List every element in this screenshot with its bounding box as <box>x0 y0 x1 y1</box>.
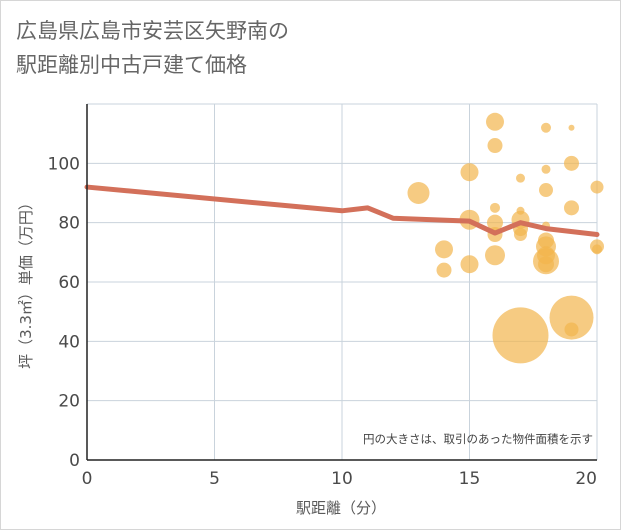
x-tick-label: 0 <box>82 469 93 489</box>
data-bubble <box>568 124 575 131</box>
chart-title-line-2: 駅距離別中古戸建て価格 <box>16 53 247 77</box>
average-price-line <box>84 184 600 238</box>
y-tick-label: 40 <box>58 332 80 352</box>
data-bubble <box>435 240 453 259</box>
chart-title: 広島県広島市安芸区矢野南の 駅距離別中古戸建て価格 <box>16 14 289 82</box>
data-bubble <box>541 122 551 133</box>
data-bubble <box>460 255 479 274</box>
y-axis-label: 坪（3.3㎡）単価（万円） <box>17 195 35 369</box>
data-bubble <box>539 183 553 198</box>
x-tick-label: 20 <box>575 469 597 489</box>
data-bubble <box>564 322 579 337</box>
y-tick-label: 20 <box>58 392 80 412</box>
x-tick-label: 15 <box>459 469 481 489</box>
y-tick-label: 80 <box>58 214 80 234</box>
x-tick-label: 5 <box>209 469 220 489</box>
y-tick-label: 100 <box>48 154 80 174</box>
y-tick-label: 60 <box>58 273 80 293</box>
grid-lines <box>87 103 598 460</box>
data-bubble <box>592 244 602 255</box>
data-bubble <box>549 295 594 340</box>
chart-annotation: 円の大きさは、取引のあった物件面積を示す <box>363 432 593 446</box>
x-axis-label: 駅距離（分） <box>296 499 386 517</box>
axes <box>86 104 597 461</box>
data-bubble <box>436 262 452 278</box>
data-bubble <box>487 138 503 154</box>
y-tick-label: 0 <box>69 451 80 471</box>
data-bubble <box>485 245 505 266</box>
data-bubble <box>564 200 579 216</box>
data-bubble <box>564 155 579 171</box>
average-line-series <box>84 184 600 238</box>
tick-labels: 0 20 40 60 80 100 0 5 10 15 20 <box>48 154 597 489</box>
x-tick-label: 10 <box>331 469 353 489</box>
data-bubble <box>514 228 527 242</box>
bubble-series <box>407 112 604 364</box>
data-bubble <box>516 173 525 183</box>
data-bubble <box>492 307 549 364</box>
data-bubble <box>487 214 503 231</box>
data-bubble <box>541 164 551 174</box>
data-bubble <box>460 163 479 182</box>
data-bubble <box>486 112 504 131</box>
data-bubble <box>538 256 554 273</box>
data-bubble <box>590 180 604 194</box>
data-bubble <box>490 202 500 213</box>
chart-title-line-1: 広島県広島市安芸区矢野南の <box>16 19 289 43</box>
data-bubble <box>407 182 430 204</box>
